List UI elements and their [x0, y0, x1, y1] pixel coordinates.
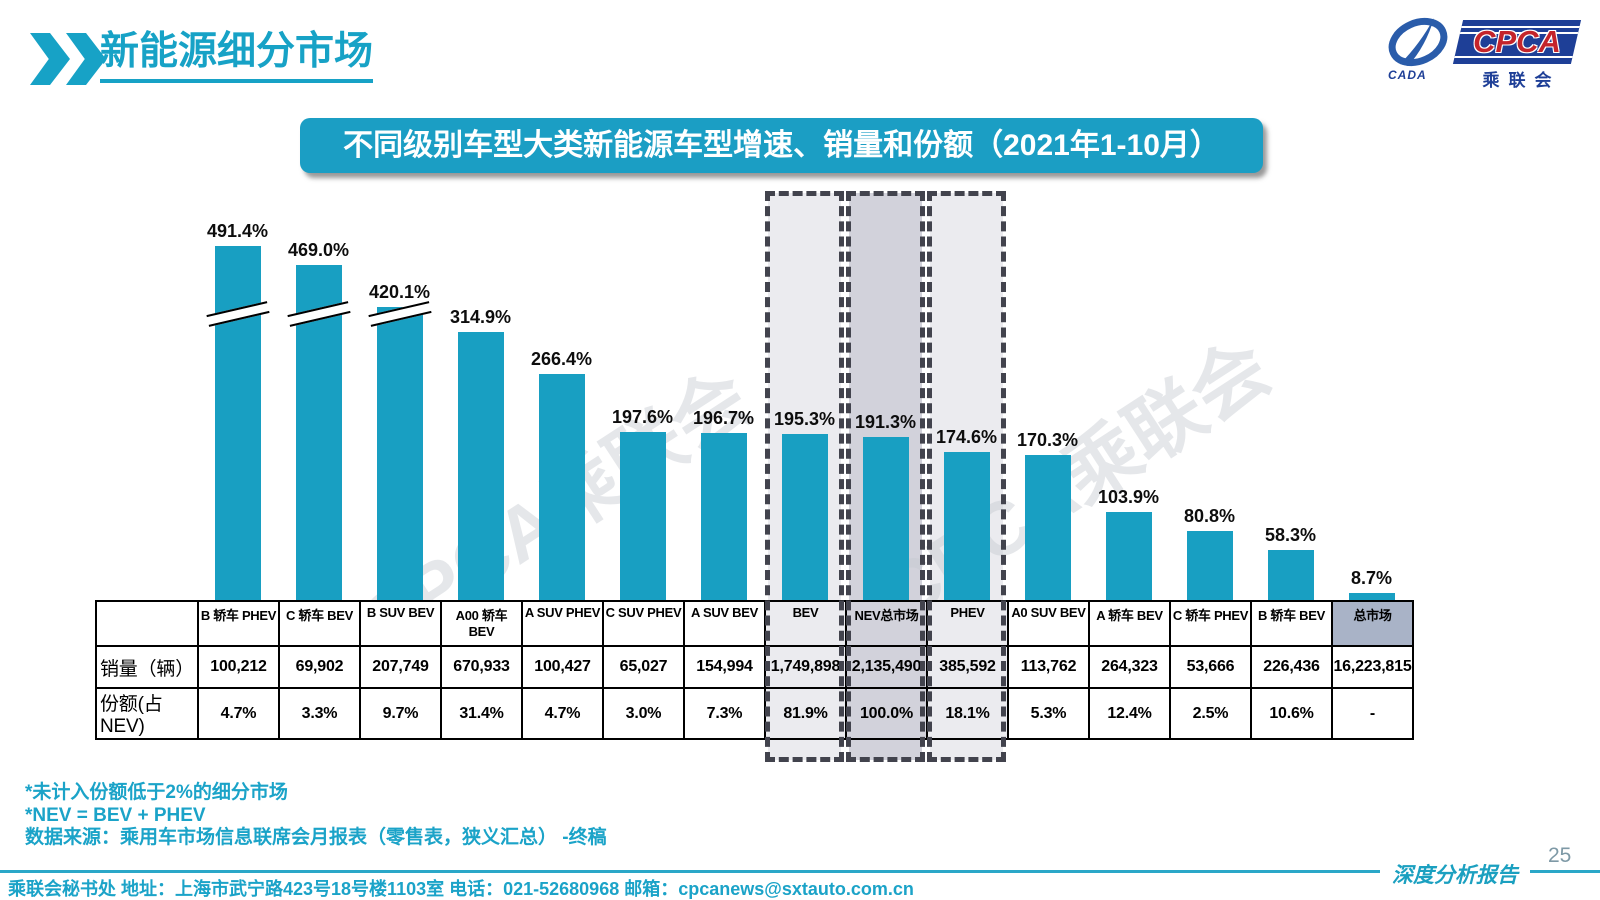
bar [700, 432, 747, 600]
bar-value-label: 266.4% [530, 348, 593, 369]
table-cell: 53,666 [1169, 645, 1252, 689]
chart-title-banner: 不同级别车型大类新能源车型增速、销量和份额（2021年1-10月） [300, 118, 1263, 173]
column-header: A SUV BEV [683, 600, 766, 647]
column-header: C 轿车 BEV [278, 600, 361, 647]
page-title: 新能源细分市场 [100, 30, 374, 83]
report-type-label: 深度分析报告 [1380, 859, 1530, 889]
column-header: B 轿车 PHEV [197, 600, 280, 647]
bar-value-label: 195.3% [773, 408, 836, 429]
cpca-logo: CADA CPCA 乘联会 [1382, 12, 1592, 92]
table-cell: 100.0% [845, 687, 928, 740]
cada-label: CADA [1388, 68, 1427, 82]
footnote: *未计入份额低于2%的细分市场 [25, 782, 288, 803]
bar [781, 433, 828, 600]
table-cell: 3.3% [278, 687, 361, 740]
footnotes: *未计入份额低于2%的细分市场 *NEV = BEV + PHEV 数据来源：乘… [25, 782, 607, 850]
bar [1105, 511, 1152, 600]
column-header: C 轿车 PHEV [1169, 600, 1252, 647]
table-cell: 4.7% [197, 687, 280, 740]
column-header: 总市场 [1331, 600, 1414, 647]
table-cell: 670,933 [440, 645, 523, 689]
column-header: PHEV [926, 600, 1009, 647]
bar-value-label: 80.8% [1183, 506, 1236, 527]
table-cell: 100,427 [521, 645, 604, 689]
row-label: 份额(占NEV) [95, 687, 199, 740]
highlight-box-border [927, 191, 1006, 762]
bar [862, 437, 909, 600]
data-table: B 轿车 PHEV C 轿车 BEV B SUV BEV A00 轿车 BEV A SU… [95, 600, 1414, 740]
table-corner-cell [95, 600, 199, 647]
footer-divider [0, 870, 1600, 873]
column-header: C SUV PHEV [602, 600, 685, 647]
bar-value-label: 469.0% [287, 240, 350, 261]
bar [214, 246, 261, 600]
table-cell: 226,436 [1250, 645, 1333, 689]
table-cell: 65,027 [602, 645, 685, 689]
bar-value-label: 58.3% [1264, 525, 1317, 546]
bar-value-label: 8.7% [1350, 567, 1393, 588]
table-cell: 16,223,815 [1331, 645, 1414, 689]
column-header: A00 轿车 BEV [440, 600, 523, 647]
row-label: 销量（辆） [95, 645, 199, 689]
bar-value-label: 314.9% [449, 307, 512, 328]
table-cell: 2.5% [1169, 687, 1252, 740]
table-cell: 7.3% [683, 687, 766, 740]
footer-contact: 乘联会秘书处 地址：上海市武宁路423号18号楼1103室 电话：021-526… [8, 879, 914, 899]
bar-value-label: 196.7% [692, 407, 755, 428]
bar-value-label: 197.6% [611, 407, 674, 428]
footnote: *NEV = BEV + PHEV [25, 804, 206, 826]
page-number: 25 [1548, 844, 1572, 867]
table-cell: 69,902 [278, 645, 361, 689]
table-cell: 31.4% [440, 687, 523, 740]
bar [538, 373, 585, 600]
table-cell: 264,323 [1088, 645, 1171, 689]
bar [457, 332, 504, 600]
table-cell: 207,749 [359, 645, 442, 689]
bar [1186, 531, 1233, 600]
column-header: A SUV PHEV [521, 600, 604, 647]
bar-value-label: 174.6% [935, 426, 998, 447]
column-header: B SUV BEV [359, 600, 442, 647]
highlight-box-border [765, 191, 844, 762]
table-cell: 100,212 [197, 645, 280, 689]
table-cell: 154,994 [683, 645, 766, 689]
bar [376, 306, 423, 600]
column-header: B 轿车 BEV [1250, 600, 1333, 647]
highlight-box-border [846, 191, 925, 762]
bar [943, 451, 990, 600]
table-cell: - [1331, 687, 1414, 740]
table-cell: 1,749,898 [764, 645, 847, 689]
cada-emblem-icon [1388, 17, 1448, 67]
table-cell: 81.9% [764, 687, 847, 740]
bar [1267, 550, 1314, 600]
bar [619, 432, 666, 600]
table-cell: 18.1% [926, 687, 1009, 740]
cpca-label: CPCA [1473, 24, 1561, 59]
column-header: A 轿车 BEV [1088, 600, 1171, 647]
chevron-icon [30, 33, 70, 85]
association-label: 乘联会 [1482, 71, 1561, 90]
bar [1348, 592, 1395, 600]
column-header: NEV总市场 [845, 600, 928, 647]
table-cell: 10.6% [1250, 687, 1333, 740]
bar-value-label: 420.1% [368, 281, 431, 302]
table-cell: 9.7% [359, 687, 442, 740]
footnote: 数据来源：乘用车市场信息联席会月报表（零售表，狭义汇总） -终稿 [25, 827, 607, 848]
bar-value-label: 191.3% [854, 412, 917, 433]
table-cell: 3.0% [602, 687, 685, 740]
bar-value-label: 170.3% [1016, 430, 1079, 451]
table-cell: 113,762 [1007, 645, 1090, 689]
column-header: A0 SUV BEV [1007, 600, 1090, 647]
table-cell: 4.7% [521, 687, 604, 740]
table-cell: 5.3% [1007, 687, 1090, 740]
table-cell: 12.4% [1088, 687, 1171, 740]
bar [1024, 455, 1071, 600]
bar-value-label: 491.4% [206, 221, 269, 242]
bar-value-label: 103.9% [1097, 486, 1160, 507]
